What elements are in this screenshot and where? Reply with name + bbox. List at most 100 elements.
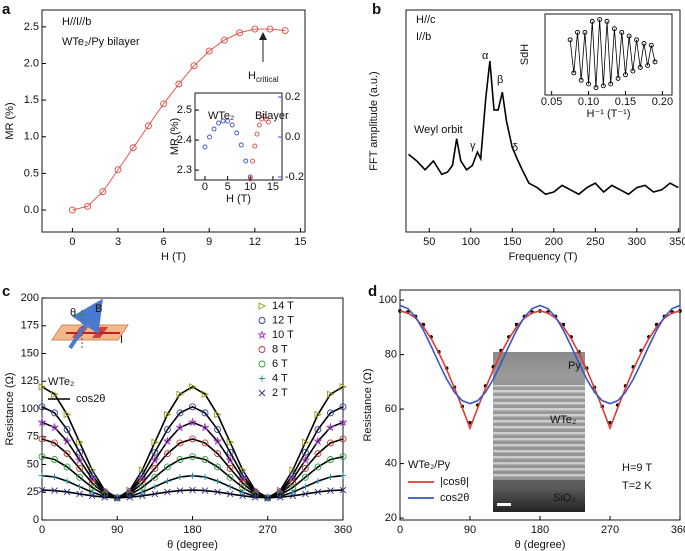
- data-point: [619, 29, 625, 35]
- data-point: [64, 478, 71, 485]
- data-point: [338, 417, 348, 427]
- data-point: [243, 158, 249, 164]
- y-tick-label: 50: [27, 458, 39, 470]
- data-point: [339, 383, 348, 391]
- data-point: [239, 479, 247, 487]
- y-tick-label: 2.3: [177, 164, 192, 176]
- x-tick-label: 90: [111, 524, 123, 536]
- data-point: [201, 409, 209, 417]
- y-tick-label: 60: [385, 403, 397, 415]
- x-tick-label: 300: [628, 236, 646, 248]
- x-tick-label: 350: [669, 236, 685, 248]
- fit-line: [41, 421, 344, 499]
- data-point: [313, 436, 323, 446]
- data-point: [38, 453, 46, 461]
- x-axis-label: Frequency (T): [508, 251, 577, 263]
- data-point: [226, 438, 235, 447]
- data-point: [289, 479, 297, 487]
- fit-line: [41, 385, 344, 499]
- data-point: [645, 63, 651, 68]
- legend-marker: [257, 330, 267, 339]
- data-point: [263, 116, 269, 122]
- data-point: [151, 490, 159, 498]
- annotation-text: β: [497, 74, 503, 86]
- data-point: [202, 144, 208, 150]
- data-point: [39, 472, 45, 479]
- annotation-text: H: [248, 70, 256, 82]
- data-point: [216, 120, 222, 126]
- data-point: [261, 113, 267, 119]
- data-point: [214, 426, 222, 433]
- annotation-text: I//b: [416, 31, 431, 43]
- data-point: [220, 118, 226, 124]
- annotation-text: B: [95, 303, 102, 315]
- x-tick-label: 0.15: [615, 96, 636, 108]
- x-tick-label: 15: [294, 236, 306, 248]
- data-point: [214, 463, 222, 471]
- data-line: [399, 310, 681, 431]
- data-point: [151, 483, 158, 490]
- data-point: [176, 487, 184, 494]
- data-point: [327, 456, 334, 463]
- x-tick-label: 0.05: [541, 96, 562, 108]
- x-tick-label: 6: [161, 236, 167, 248]
- data-point: [163, 426, 171, 433]
- annotation-text: WTe₂: [48, 376, 74, 388]
- data-point: [339, 486, 347, 494]
- data-point: [176, 439, 184, 447]
- data-point: [575, 29, 580, 35]
- device-schematic: [51, 298, 129, 350]
- data-point: [63, 450, 71, 458]
- fit-line: [41, 455, 344, 499]
- x-tick-label: 90: [464, 524, 476, 536]
- data-point: [76, 438, 84, 447]
- data-point: [212, 436, 223, 446]
- data-point: [339, 453, 347, 461]
- legend-label: 2 T: [272, 387, 288, 399]
- data-point: [163, 463, 171, 471]
- x-tick-label: 270: [259, 524, 277, 536]
- x-tick-label: 0: [202, 181, 208, 193]
- data-point: [289, 466, 297, 474]
- x-tick-label: 150: [503, 236, 521, 248]
- data-point: [201, 456, 209, 463]
- annotation-text: SiO₂: [553, 492, 576, 504]
- data-point: [597, 17, 603, 22]
- panel-label: a: [2, 1, 11, 18]
- x-tick-label: 100: [462, 236, 480, 248]
- data-point: [189, 403, 196, 411]
- data-point: [225, 118, 231, 124]
- data-point: [567, 37, 573, 43]
- y-tick-label: 2.5: [24, 21, 39, 33]
- y2-tick-label: -0.2: [285, 171, 304, 183]
- fit-line: [41, 438, 344, 499]
- series-label: WTe₂/Py bilayer: [62, 36, 140, 48]
- annotation-text: WTe₂/Py: [408, 459, 451, 471]
- data-point: [254, 131, 260, 137]
- annotation: T=2 K: [622, 480, 652, 492]
- annotation-sub: critical: [256, 75, 279, 84]
- data-point: [139, 489, 146, 496]
- data-point: [226, 490, 234, 498]
- data-point: [266, 25, 274, 33]
- data-point: [571, 70, 577, 76]
- data-point: [189, 486, 196, 494]
- y-tick-label: 0: [33, 514, 39, 526]
- y-tick-label: 40: [385, 457, 397, 469]
- panel-label: b: [372, 1, 381, 18]
- annotation-text: Weyl orbit: [414, 124, 463, 136]
- data-point: [190, 62, 198, 70]
- y-axis-label: SdH: [519, 44, 531, 65]
- annotation-text: H//I//b: [62, 16, 91, 28]
- data-point: [63, 488, 71, 496]
- y-tick-label: 100: [379, 294, 397, 306]
- y-axis-label: Resistance (Ω): [362, 368, 374, 441]
- y-tick-label: 20: [385, 512, 397, 524]
- data-point: [214, 410, 222, 419]
- data-point: [227, 483, 234, 490]
- data-line: [569, 19, 656, 88]
- annotation: H=9 T: [622, 462, 652, 474]
- data-point: [608, 81, 614, 87]
- data-point: [214, 478, 221, 485]
- annotation-text: H//c: [416, 14, 436, 26]
